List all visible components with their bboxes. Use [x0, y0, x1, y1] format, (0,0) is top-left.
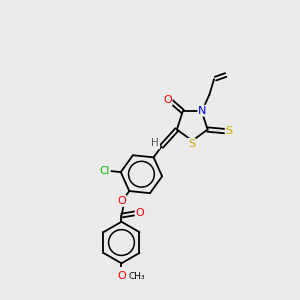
Text: H: H [152, 138, 159, 148]
Text: CH₃: CH₃ [128, 272, 145, 281]
Text: O: O [163, 95, 172, 105]
Text: S: S [188, 139, 195, 149]
Text: O: O [136, 208, 144, 218]
Text: Cl: Cl [100, 166, 110, 176]
Text: N: N [198, 106, 207, 116]
Text: S: S [226, 126, 233, 136]
Text: O: O [117, 272, 126, 281]
Text: O: O [117, 196, 126, 206]
